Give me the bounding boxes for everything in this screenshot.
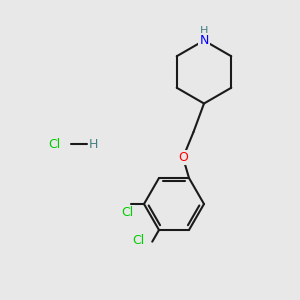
Text: O: O <box>178 151 188 164</box>
Text: H: H <box>89 137 98 151</box>
Text: Cl: Cl <box>133 234 145 247</box>
Text: Cl: Cl <box>48 137 60 151</box>
Text: Cl: Cl <box>122 206 134 220</box>
Text: N: N <box>199 34 209 47</box>
Text: H: H <box>200 26 208 37</box>
